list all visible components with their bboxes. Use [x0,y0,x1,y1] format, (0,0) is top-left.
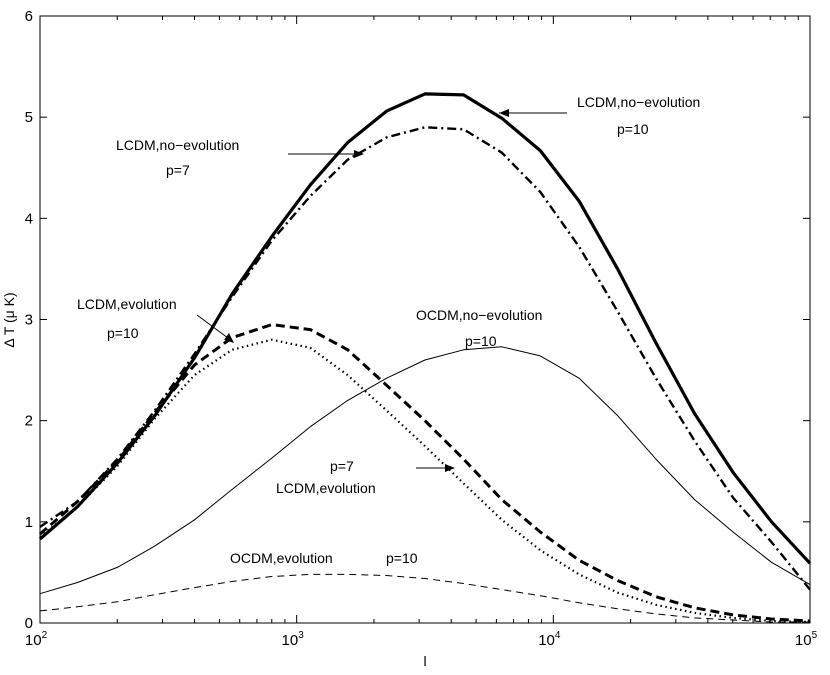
annotation-ocdm-evo-p10: OCDM,evolution p=10 [230,550,418,566]
y-axis-label: Δ T (μ K) [1,292,17,347]
series-line-6 [39,573,810,623]
annotation-lcdm-noevo-p10: LCDM,no−evolution p=10 [499,94,700,137]
arrowhead [224,333,234,343]
x-tick-label: 104 [538,630,561,649]
annotation-text: LCDM,evolution [77,296,177,312]
x-axis-label: l [423,653,426,669]
y-tick-label: 5 [25,109,33,126]
y-tick-label: 0 [25,615,33,632]
x-tick-label: 102 [25,630,48,649]
annotation-text: p=10 [465,333,497,349]
annotation-text: LCDM,evolution [276,480,376,496]
annotation-lcdm-evo-p10: LCDM,evolution p=10 [77,296,234,343]
y-tick-label: 6 [25,8,33,25]
annotation-text: p=10 [107,325,139,341]
annotation-ocdm-noevo-p10: OCDM,no−evolution p=10 [416,307,542,349]
plot-area [39,15,811,624]
annotation-text: p=7 [166,162,190,178]
annotation-text: LCDM,no−evolution [116,137,239,153]
annotation-text: p=7 [330,458,354,474]
y-tick-label: 1 [25,514,33,531]
y-tick-label: 4 [25,210,33,227]
annotation-text: p=10 [386,550,418,566]
annotation-text: OCDM,evolution [230,550,333,566]
arrowhead [445,464,455,472]
annotation-lcdm-noevo-p7: LCDM,no−evolution p=7 [116,137,364,178]
tick-layer: 0 1 2 3 4 5 6 102 103 104 105 [25,8,818,649]
y-tick-label: 2 [25,413,33,430]
annotation-text: p=10 [617,121,649,137]
series-layer [38,92,812,624]
annotation-text: LCDM,no−evolution [577,94,700,110]
series-line-2 [39,126,811,591]
arrowhead [499,109,509,117]
arrowhead [354,150,364,158]
series-line-5 [39,346,811,595]
annotation-lcdm-evo-p7: p=7 LCDM,evolution [276,458,455,496]
series-line-4 [39,338,811,624]
annotation-text: OCDM,no−evolution [416,307,542,323]
x-tick-label: 105 [795,630,818,649]
annotation-arrow [196,314,233,342]
series-line-3 [39,323,811,623]
x-tick-label: 103 [282,630,305,649]
y-tick-label: 3 [25,312,33,329]
